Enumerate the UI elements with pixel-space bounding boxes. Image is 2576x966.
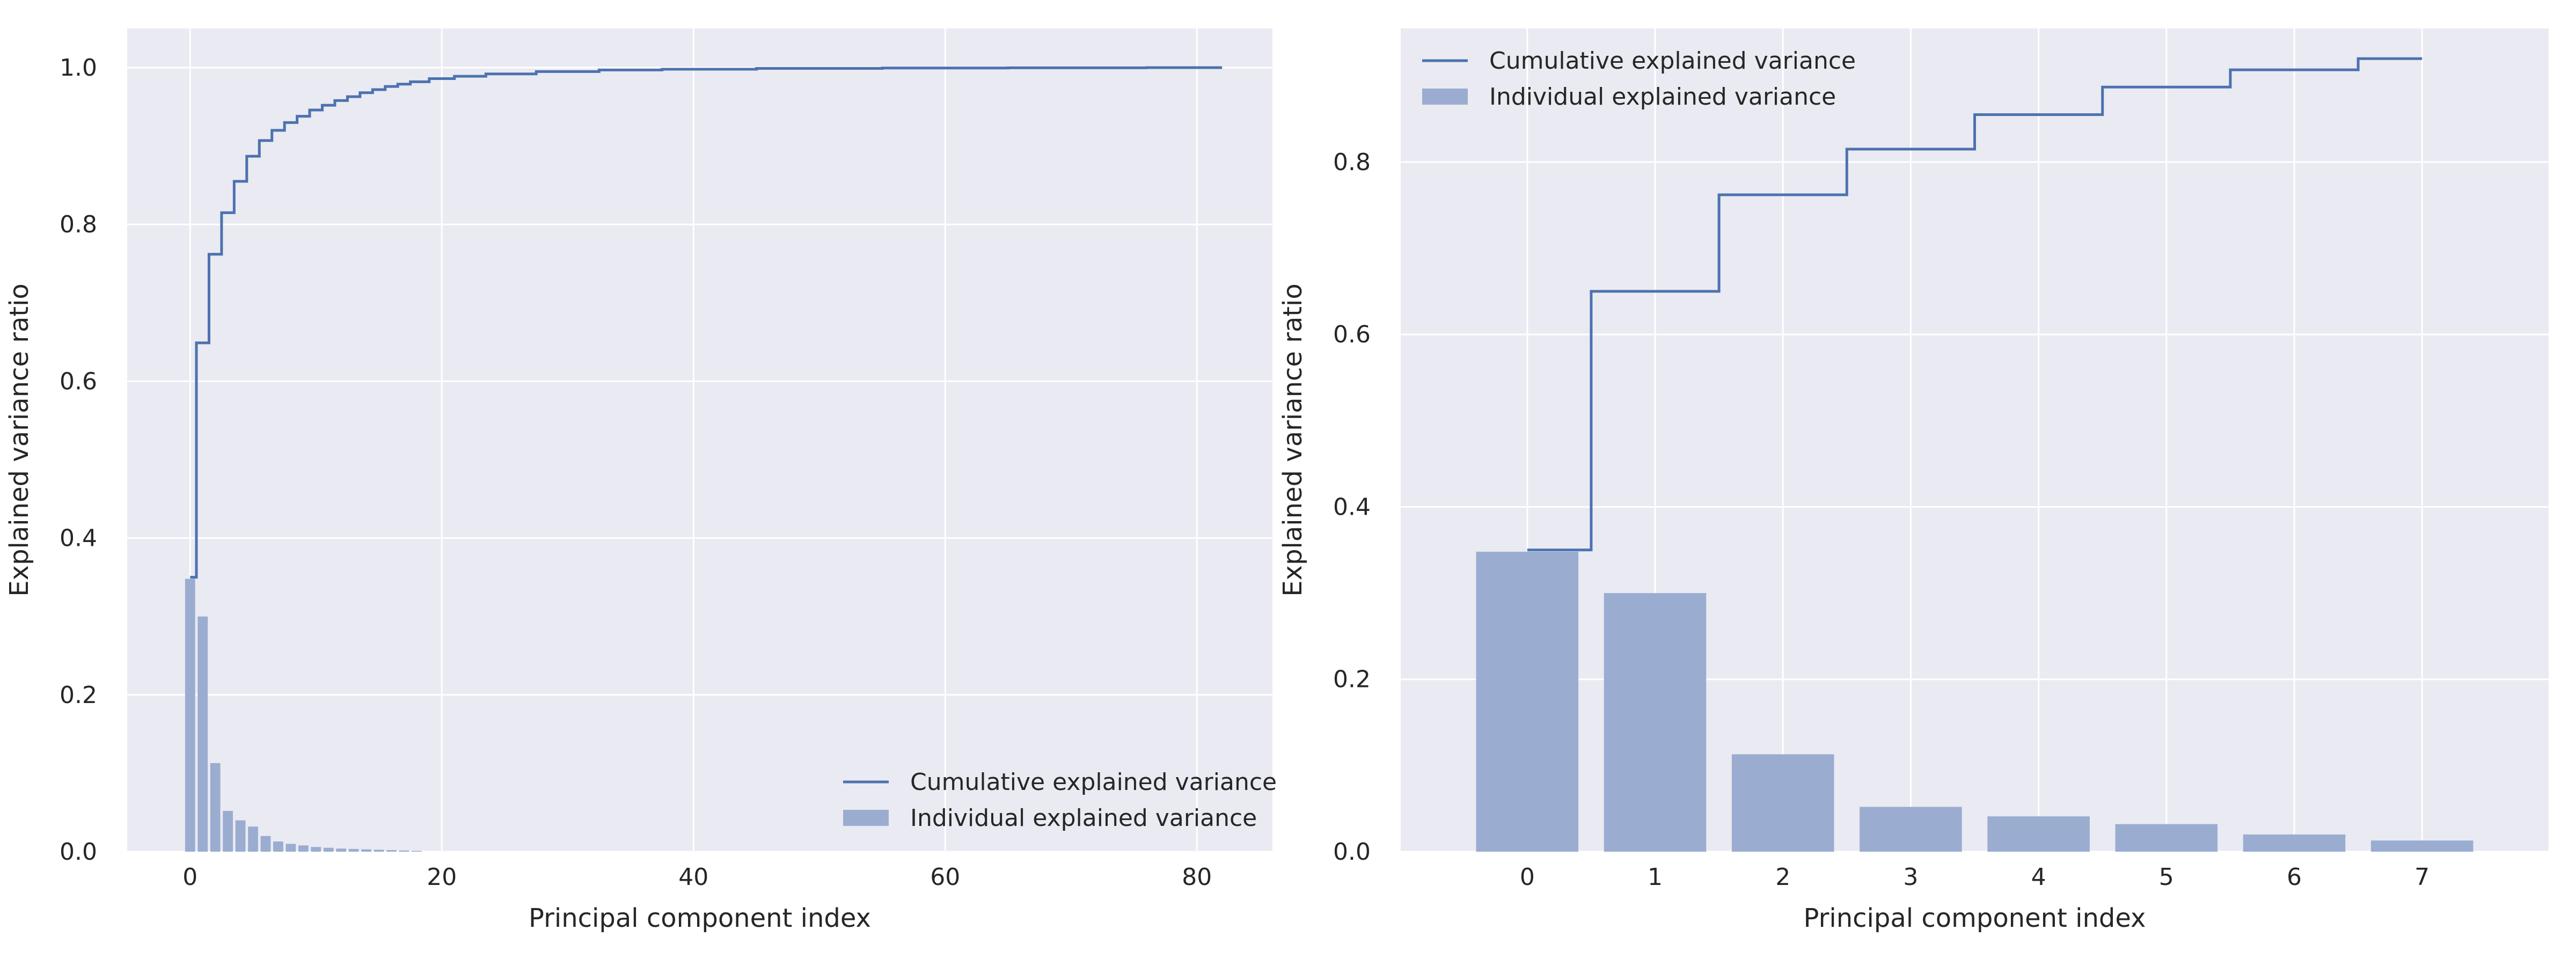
x-tick-label: 6 bbox=[2287, 863, 2302, 891]
variance-bar bbox=[286, 844, 296, 852]
x-tick-label: 80 bbox=[1182, 863, 1212, 891]
left-legend: Cumulative explained variance Individual… bbox=[843, 769, 1277, 832]
variance-bar bbox=[1860, 807, 1962, 852]
right-x-tick-labels: 0 1 2 3 4 5 6 7 bbox=[1520, 863, 2429, 891]
variance-bar bbox=[323, 847, 334, 852]
left-y-tick-labels: 0.0 0.2 0.4 0.6 0.8 1.0 bbox=[60, 54, 97, 866]
left-y-axis-label: Explained variance ratio bbox=[4, 283, 34, 597]
variance-bar bbox=[197, 616, 208, 852]
x-tick-label: 1 bbox=[1648, 863, 1663, 891]
y-tick-label: 0.6 bbox=[1333, 321, 1371, 348]
variance-bar bbox=[298, 845, 309, 852]
variance-bar bbox=[223, 811, 233, 852]
y-tick-label: 0.4 bbox=[1333, 493, 1371, 521]
variance-bar bbox=[411, 851, 422, 852]
x-tick-label: 0 bbox=[182, 863, 197, 891]
left-chart-panel: 0 20 40 60 80 0.0 0.2 0.4 0.6 0.8 1.0 Principal c… bbox=[4, 28, 1277, 933]
variance-bar bbox=[1604, 593, 1707, 852]
variance-bar bbox=[1987, 816, 2090, 852]
y-tick-label: 0.2 bbox=[60, 682, 97, 709]
variance-bar bbox=[399, 850, 409, 852]
variance-bar bbox=[386, 850, 397, 852]
variance-bar bbox=[374, 850, 384, 852]
right-cumulative-step-line bbox=[1527, 57, 2423, 552]
y-tick-label: 0.2 bbox=[1333, 666, 1371, 693]
left-cumulative-step-line bbox=[190, 66, 1223, 579]
right-y-tick-labels: 0.0 0.2 0.4 0.6 0.8 bbox=[1333, 149, 1371, 866]
x-tick-label: 60 bbox=[930, 863, 960, 891]
variance-bar bbox=[2243, 834, 2346, 852]
y-tick-label: 1.0 bbox=[60, 54, 97, 82]
y-tick-label: 0.0 bbox=[60, 838, 97, 866]
variance-bar bbox=[248, 826, 258, 852]
right-legend-individual-label: Individual explained variance bbox=[1489, 83, 1836, 111]
right-bars bbox=[1476, 552, 2473, 852]
left-legend-cumulative-label: Cumulative explained variance bbox=[910, 769, 1277, 796]
y-tick-label: 0.6 bbox=[60, 368, 97, 395]
variance-bar bbox=[1731, 754, 1834, 852]
right-chart-panel: 0 1 2 3 4 5 6 7 0.0 0.2 0.4 0.6 0.8 Principal compo… bbox=[1278, 28, 2549, 933]
variance-bar bbox=[273, 841, 283, 852]
variance-bar bbox=[185, 579, 195, 852]
right-y-axis-label: Explained variance ratio bbox=[1278, 283, 1308, 597]
right-legend-cumulative-label: Cumulative explained variance bbox=[1489, 47, 1856, 75]
variance-bar bbox=[260, 836, 271, 852]
variance-bar bbox=[2370, 840, 2473, 852]
y-tick-label: 0.4 bbox=[60, 525, 97, 552]
x-tick-label: 2 bbox=[1775, 863, 1790, 891]
right-legend-bar-swatch bbox=[1422, 89, 1468, 105]
left-legend-individual-label: Individual explained variance bbox=[910, 804, 1257, 832]
right-x-axis-label: Principal component index bbox=[1804, 903, 2146, 933]
variance-bar bbox=[210, 763, 221, 852]
x-tick-label: 40 bbox=[678, 863, 708, 891]
y-tick-label: 0.8 bbox=[60, 211, 97, 238]
x-tick-label: 3 bbox=[1903, 863, 1918, 891]
left-x-axis-label: Principal component index bbox=[529, 903, 871, 933]
variance-bar bbox=[1476, 552, 1579, 852]
x-tick-label: 5 bbox=[2159, 863, 2174, 891]
variance-bar bbox=[235, 820, 246, 852]
y-tick-label: 0.8 bbox=[1333, 149, 1371, 176]
variance-bar bbox=[361, 849, 371, 852]
variance-bar bbox=[2115, 824, 2218, 852]
right-legend: Cumulative explained variance Individual… bbox=[1422, 47, 1856, 111]
y-tick-label: 0.0 bbox=[1333, 838, 1371, 866]
left-legend-bar-swatch bbox=[843, 810, 889, 826]
left-bars bbox=[185, 579, 422, 852]
variance-bar bbox=[336, 848, 347, 852]
variance-bar bbox=[348, 848, 359, 852]
x-tick-label: 4 bbox=[2031, 863, 2046, 891]
x-tick-label: 7 bbox=[2414, 863, 2429, 891]
left-plot-background bbox=[127, 28, 1272, 852]
left-x-tick-labels: 0 20 40 60 80 bbox=[182, 863, 1212, 891]
x-tick-label: 0 bbox=[1520, 863, 1535, 891]
variance-bar bbox=[311, 847, 321, 852]
x-tick-label: 20 bbox=[427, 863, 457, 891]
